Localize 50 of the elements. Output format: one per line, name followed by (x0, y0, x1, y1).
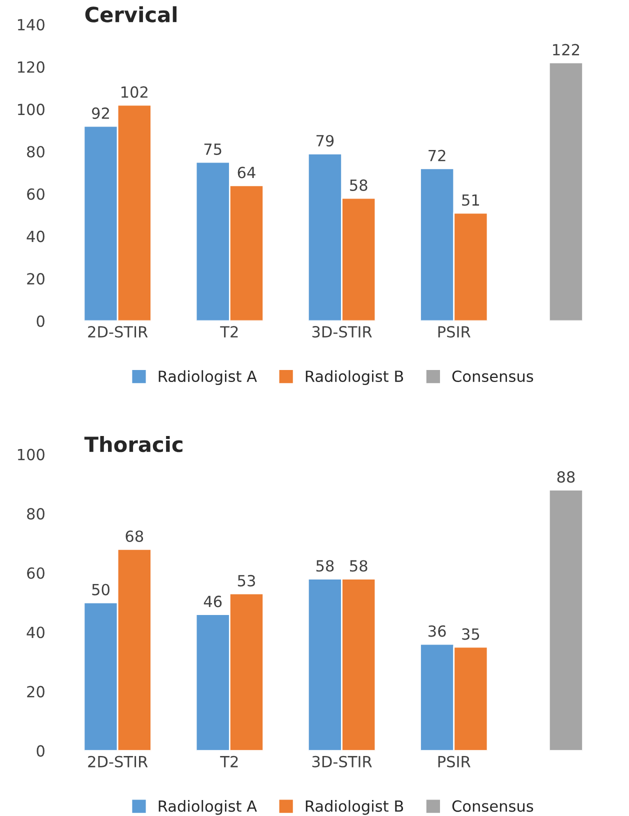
chart-title: Cervical (85, 6, 176, 22)
data-label: 46 (204, 596, 222, 608)
data-label: 72 (428, 150, 446, 162)
x-tick-label: 3D-STIR (312, 326, 372, 338)
data-label: 102 (121, 86, 148, 98)
legend-label: Radiologist B (306, 800, 404, 815)
data-label: 122 (553, 44, 580, 56)
data-label: 64 (238, 166, 256, 178)
legend-label: Radiologist B (306, 370, 404, 386)
data-label: 51 (462, 194, 479, 206)
data-label: 79 (316, 134, 334, 147)
y-tick-label: 100 (18, 448, 44, 460)
data-label: 36 (428, 625, 446, 637)
y-tick-label: 100 (18, 104, 44, 116)
bar (548, 62, 584, 321)
data-label: 58 (316, 560, 334, 572)
data-label: 50 (92, 584, 110, 596)
data-label: 53 (238, 574, 255, 586)
data-label: 35 (462, 628, 480, 640)
legend-label: Consensus (452, 370, 534, 382)
data-label: 88 (557, 471, 575, 483)
y-tick-label: 60 (27, 567, 44, 579)
y-tick-label: 40 (26, 626, 44, 638)
data-label: 92 (92, 107, 109, 119)
y-tick-label: 40 (26, 230, 44, 242)
y-tick-label: 120 (18, 61, 44, 73)
y-tick-label: 0 (36, 315, 44, 327)
y-tick-label: 140 (18, 18, 44, 30)
y-tick-label: 80 (27, 508, 44, 520)
y-tick-label: 20 (27, 273, 44, 285)
data-label: 75 (204, 144, 222, 155)
data-label: 58 (350, 560, 368, 572)
x-tick-label: 3D-STIR (312, 756, 372, 768)
x-tick-label: PSIR (438, 326, 470, 338)
x-tick-label: T2 (220, 756, 238, 768)
x-tick-label: 2D-STIR (88, 756, 148, 768)
legend-label: Radiologist A (158, 800, 257, 815)
x-tick-label: PSIR (438, 756, 470, 768)
y-tick-label: 0 (36, 745, 44, 757)
chart-title: Thoracic (84, 436, 182, 452)
data-label: 68 (126, 530, 144, 542)
y-tick-label: 60 (27, 188, 44, 200)
legend-label: Consensus (452, 800, 534, 812)
legend-label: Radiologist A (158, 370, 257, 386)
x-tick-label: 2D-STIR (88, 326, 148, 338)
y-tick-label: 20 (27, 686, 44, 698)
x-tick-label: T2 (220, 326, 238, 338)
bar (548, 489, 584, 751)
y-tick-label: 80 (27, 146, 44, 158)
data-label: 58 (350, 179, 368, 191)
